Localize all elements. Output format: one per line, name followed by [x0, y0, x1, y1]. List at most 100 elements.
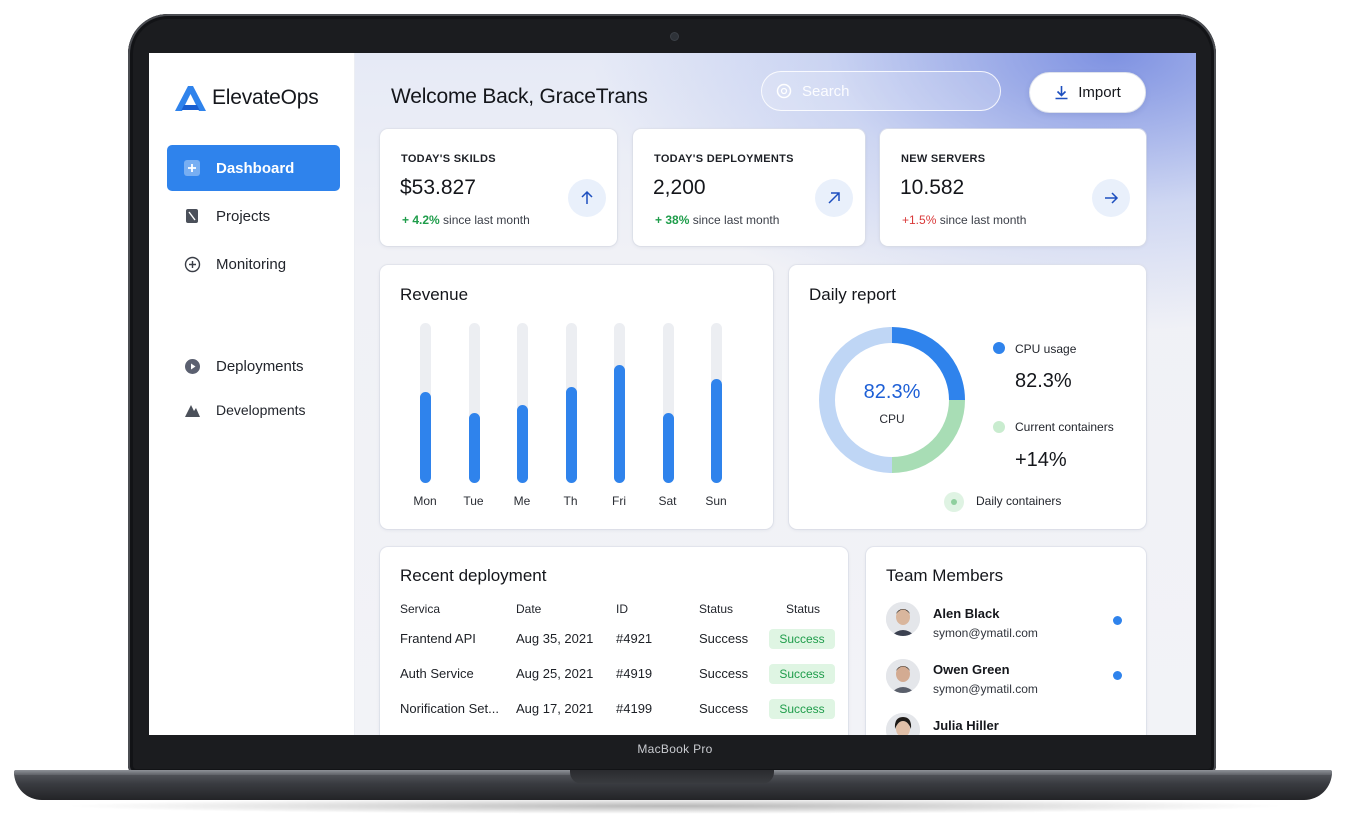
bar-fill: [517, 404, 528, 483]
member-name: Julia Hiller: [933, 718, 999, 733]
column-header[interactable]: Date: [516, 602, 542, 616]
sidebar-item-deployments[interactable]: Deployments: [167, 343, 340, 389]
bar-track: [420, 323, 431, 483]
change-percent: +1.5%: [902, 213, 937, 227]
import-button[interactable]: Import: [1029, 72, 1146, 113]
id-cell: #4921: [616, 631, 653, 646]
search-box[interactable]: [761, 71, 1001, 111]
bar-track: [711, 323, 722, 483]
bar-label: Mon: [413, 494, 437, 508]
developments-icon: [183, 401, 201, 419]
bar-fill: [662, 412, 674, 483]
bar-label: Th: [563, 494, 578, 508]
sidebar-item-label: Dashboard: [216, 159, 295, 177]
donut-center-value: 82.3%: [863, 381, 921, 403]
id-cell: #4919: [616, 666, 653, 681]
stat-card-deployments: TODAY'S DEPLOYMENTS 2,200 + 38% since la…: [633, 129, 865, 246]
column-header[interactable]: Status: [786, 602, 821, 616]
sidebar-item-dashboard[interactable]: Dashboard: [167, 145, 340, 191]
stat-value: $53.827: [400, 176, 476, 199]
laptop-notch: [570, 770, 774, 784]
donut-center-label: CPU: [879, 412, 905, 426]
stat-value: 2,200: [653, 176, 706, 199]
revenue-bar-tue[interactable]: Tue: [454, 323, 494, 523]
app-logo[interactable]: ElevateOps: [173, 83, 319, 113]
bar-label: Me: [513, 494, 531, 508]
revenue-title: Revenue: [400, 285, 469, 304]
status-cell: Success: [699, 666, 749, 681]
import-label: Import: [1078, 84, 1121, 101]
dashboard-icon: [183, 159, 201, 177]
status-badge: Success: [769, 629, 835, 649]
bar-fill: [614, 364, 625, 483]
service-cell: Auth Service: [400, 666, 474, 681]
revenue-bar-fri[interactable]: Fri: [599, 323, 639, 523]
online-status-dot: [1113, 671, 1122, 680]
member-email: symon@ymatil.com: [933, 682, 1038, 696]
bar-fill: [420, 391, 431, 483]
status-cell: Success: [699, 631, 749, 646]
app-name: ElevateOps: [212, 86, 319, 109]
team-members-card: Team Members Alen Black symon@ymatil.com…: [866, 547, 1146, 735]
bar-fill: [565, 387, 577, 483]
arrow-up-icon[interactable]: [568, 179, 606, 217]
column-header[interactable]: Servica: [400, 602, 441, 616]
donut-segment-daily[interactable]: [819, 327, 893, 473]
search-input[interactable]: [802, 82, 982, 100]
sidebar-item-projects[interactable]: Projects: [167, 193, 340, 239]
bar-track: [468, 323, 480, 483]
id-cell: #4199: [616, 701, 653, 716]
member-name: Alen Black: [933, 606, 1000, 621]
bar-track: [662, 323, 674, 483]
stat-card-servers: NEW SERVERS 10.582 +1.5% since last mont…: [880, 129, 1146, 246]
revenue-bar-me[interactable]: Me: [502, 323, 542, 523]
revenue-bar-sat[interactable]: Sat: [648, 323, 688, 523]
legend-value: 82.3%: [1015, 370, 1072, 392]
legend-label: CPU usage: [1015, 342, 1077, 356]
sidebar-item-label: Monitoring: [216, 255, 287, 273]
recent-deployment-title: Recent deployment: [400, 566, 547, 585]
revenue-bar-sun[interactable]: Sun: [696, 323, 736, 523]
sidebar-item-label: Projects: [216, 207, 271, 225]
change-suffix: since last month: [936, 213, 1027, 227]
legend-dot-cpu: [993, 342, 1005, 354]
date-cell: Aug 17, 2021: [516, 701, 594, 716]
daily-report-title: Daily report: [809, 285, 896, 304]
status-cell: Success: [699, 701, 749, 716]
monitoring-icon: [183, 255, 201, 273]
column-header[interactable]: ID: [616, 602, 628, 616]
change-percent: + 38%: [655, 213, 690, 227]
device-label: MacBook Pro: [637, 742, 713, 756]
column-header[interactable]: Status: [699, 602, 734, 616]
online-status-dot: [1113, 616, 1122, 625]
status-badge: Success: [769, 664, 835, 684]
change-suffix: since last month: [689, 213, 780, 227]
legend-label: Daily containers: [976, 494, 1062, 508]
donut-segment-cpu[interactable]: [891, 327, 965, 401]
arrow-right-icon[interactable]: [1092, 179, 1130, 217]
sidebar-item-monitoring[interactable]: Monitoring: [167, 241, 340, 287]
stat-label: TODAY'S DEPLOYMENTS: [654, 153, 794, 165]
date-cell: Aug 25, 2021: [516, 666, 594, 681]
camera-icon: [671, 33, 678, 40]
bar-fill: [711, 379, 722, 483]
deployments-icon: [183, 357, 201, 375]
legend-label: Current containers: [1015, 420, 1114, 434]
service-cell: Frantend API: [400, 631, 476, 646]
cpu-donut-chart: [819, 327, 965, 473]
team-members-title: Team Members: [886, 566, 1004, 585]
stat-change: +1.5% since last month: [902, 213, 1026, 227]
bar-label: Tue: [463, 494, 484, 508]
avatar: [886, 602, 920, 636]
legend-dot-current: [993, 421, 1005, 433]
sidebar-item-label: Deployments: [216, 357, 304, 375]
download-icon: [1054, 85, 1069, 100]
bar-track: [517, 323, 528, 483]
legend-value: +14%: [1015, 449, 1067, 471]
arrow-up-right-icon[interactable]: [815, 179, 853, 217]
donut-segment-current[interactable]: [891, 399, 965, 473]
revenue-bar-mon[interactable]: Mon: [405, 323, 445, 523]
sidebar-item-label: Developments: [216, 402, 306, 418]
sidebar-item-developments[interactable]: Developments: [167, 387, 340, 433]
revenue-bar-th[interactable]: Th: [551, 323, 591, 523]
